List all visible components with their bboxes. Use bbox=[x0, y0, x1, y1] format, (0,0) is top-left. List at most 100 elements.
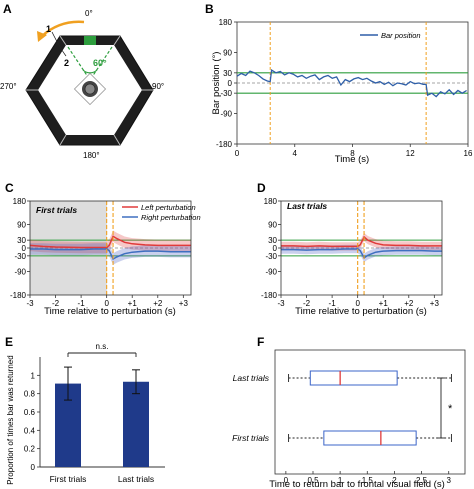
y-tick-label-d: -30 bbox=[265, 252, 277, 261]
y-tick-label-d: -180 bbox=[261, 291, 278, 300]
significance-label-f: * bbox=[448, 403, 453, 415]
y-tick-label-c: 0 bbox=[22, 244, 27, 253]
y-axis-label-b: Bar position (°) bbox=[211, 52, 222, 115]
x-tick-label-d: +1 bbox=[379, 299, 389, 308]
y-tick-label-b: 180 bbox=[219, 18, 233, 27]
y-tick-label-b: 0 bbox=[228, 79, 233, 88]
x-tick-label-f: 0.5 bbox=[307, 476, 319, 485]
x-tick-label-d: +2 bbox=[404, 299, 414, 308]
x-tick-label-f: 0 bbox=[284, 476, 289, 485]
panel-label-e: E bbox=[5, 335, 13, 349]
x-tick-label-b: 0 bbox=[235, 149, 240, 158]
legend-b: Bar position bbox=[360, 31, 421, 40]
box-last-trials bbox=[309, 370, 398, 386]
y-tick-label-b: -180 bbox=[216, 140, 233, 149]
significance-f: * bbox=[437, 377, 453, 439]
y-tick-label-d: 30 bbox=[268, 236, 277, 245]
panel-f: F 0 0.5 1 1.5 2 2.5 3 Last trials First trials T… bbox=[232, 335, 466, 489]
panel-a: A 60° 1 2 0° 90° 180° 270° bbox=[0, 2, 164, 160]
x-tick-label-d: -3 bbox=[277, 299, 285, 308]
x-tick-label-c: -1 bbox=[78, 299, 86, 308]
y-tick-label-e: 0.8 bbox=[24, 390, 36, 399]
y-tick-label-c: 30 bbox=[17, 236, 26, 245]
angle-90: 90° bbox=[152, 82, 164, 91]
series-line-bar-position bbox=[236, 69, 467, 98]
view-cone-right bbox=[89, 46, 113, 81]
y-tick-label-d: 90 bbox=[268, 221, 277, 230]
x-tick-label-c: +2 bbox=[153, 299, 163, 308]
series-line-left-perturbation-c bbox=[29, 235, 191, 249]
y-tick-label-e: 0.6 bbox=[24, 408, 36, 417]
angle-0: 0° bbox=[85, 9, 93, 18]
y-axis-label-e: Proportion of times bar was returned bbox=[6, 355, 15, 484]
y-tick-label-d: -90 bbox=[265, 268, 277, 277]
y-tick-label-b: 90 bbox=[223, 49, 232, 58]
y-tick-label-c: -180 bbox=[10, 291, 27, 300]
marker-1: 1 bbox=[46, 24, 51, 34]
panel-label-b: B bbox=[205, 2, 214, 16]
x-tick-label-c: +1 bbox=[128, 299, 138, 308]
x-axis-label-b: Time (s) bbox=[335, 154, 369, 165]
green-bar-stimulus bbox=[84, 36, 96, 45]
category-label-e: Last trials bbox=[118, 474, 154, 484]
title-d: Last trials bbox=[287, 201, 327, 211]
y-tick-label-c: 180 bbox=[13, 197, 27, 206]
x-tick-label-c: -2 bbox=[52, 299, 60, 308]
category-label-e: First trials bbox=[50, 474, 87, 484]
panel-label-a: A bbox=[3, 2, 12, 16]
rotation-arrow bbox=[41, 20, 85, 37]
significance-label-e: n.s. bbox=[96, 342, 109, 351]
bar-last-trials bbox=[123, 381, 149, 467]
x-tick-label-f: 1.5 bbox=[362, 476, 374, 485]
view-angle-arc bbox=[82, 69, 98, 74]
panel-label-f: F bbox=[257, 335, 264, 349]
angle-270: 270° bbox=[0, 82, 17, 91]
panel-label-d: D bbox=[257, 181, 266, 195]
y-tick-label-b: -90 bbox=[220, 110, 232, 119]
x-tick-label-f: 1 bbox=[338, 476, 343, 485]
marker-2: 2 bbox=[64, 58, 69, 68]
y-tick-label-b: -30 bbox=[220, 89, 232, 98]
significance-e: n.s. bbox=[67, 342, 137, 357]
x-axis-label-d: Time relative to perturbation (s) bbox=[295, 306, 427, 317]
panel-label-c: C bbox=[5, 181, 14, 195]
y-tick-label-e: 1 bbox=[31, 371, 36, 380]
x-tick-label-c: 0 bbox=[104, 299, 109, 308]
legend-label-b: Bar position bbox=[381, 31, 421, 40]
x-axis-label-f: Time to return bar to frontal visual fie… bbox=[269, 479, 444, 489]
x-tick-label-c: -3 bbox=[26, 299, 34, 308]
box-first-trials bbox=[323, 430, 417, 446]
y-tick-label-c: 90 bbox=[17, 221, 26, 230]
view-cone-left bbox=[67, 46, 91, 81]
y-tick-label-c: -90 bbox=[14, 268, 26, 277]
x-tick-label-f: 3 bbox=[446, 476, 451, 485]
marker-path bbox=[51, 31, 67, 57]
y-tick-label-c: -30 bbox=[14, 252, 26, 261]
y-tick-label-d: 180 bbox=[264, 197, 278, 206]
angle-180: 180° bbox=[83, 151, 100, 160]
y-tick-label-e: 0.2 bbox=[24, 445, 36, 454]
x-tick-label-b: 8 bbox=[350, 149, 355, 158]
y-tick-label-e: 0.4 bbox=[24, 426, 36, 435]
x-tick-label-b: 16 bbox=[464, 149, 473, 158]
y-tick-label-d: 0 bbox=[273, 244, 278, 253]
y-tick-label-b: 30 bbox=[223, 69, 232, 78]
y-tick-label-e: 0 bbox=[31, 463, 36, 472]
view-angle-label: 60° bbox=[93, 58, 107, 68]
x-tick-label-b: 12 bbox=[406, 149, 415, 158]
x-tick-label-d: 0 bbox=[355, 299, 360, 308]
x-tick-label-c: +3 bbox=[179, 299, 189, 308]
category-label-f: Last trials bbox=[233, 373, 270, 383]
x-axis-label-c: Time relative to perturbation (s) bbox=[44, 306, 176, 317]
legend-c: Left perturbation Right perturbation bbox=[122, 203, 201, 222]
x-tick-label-f: 2 bbox=[392, 476, 397, 485]
category-label-f: First trials bbox=[232, 433, 270, 443]
legend-right-c: Right perturbation bbox=[141, 213, 201, 222]
title-c: First trials bbox=[36, 205, 77, 215]
x-tick-label-d: -1 bbox=[329, 299, 337, 308]
